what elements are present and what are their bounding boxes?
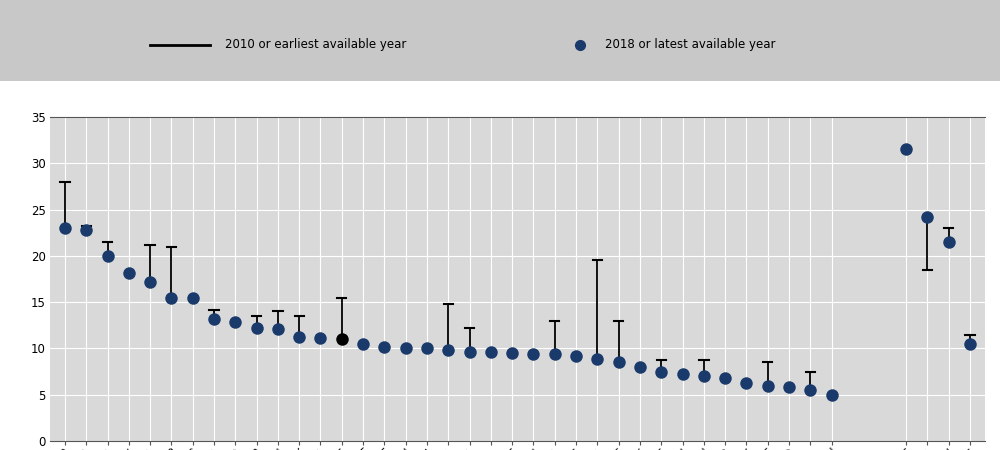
Text: 2010 or earliest available year: 2010 or earliest available year	[225, 38, 406, 51]
Text: 2018 or latest available year: 2018 or latest available year	[605, 38, 776, 51]
